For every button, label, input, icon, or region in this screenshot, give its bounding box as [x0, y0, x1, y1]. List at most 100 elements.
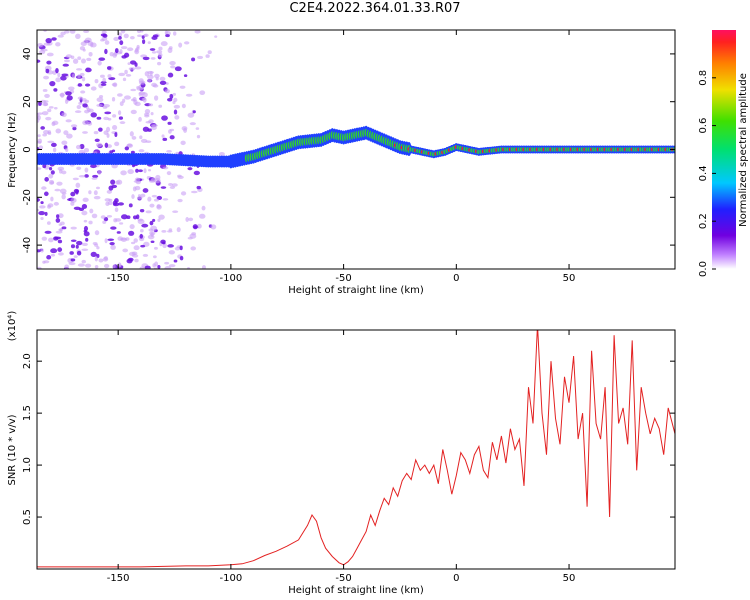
spectral-blob — [180, 140, 186, 146]
spectral-blob — [151, 51, 157, 54]
x-tick-label: -100 — [220, 573, 243, 584]
colorbar-tick-label: 0.6 — [698, 118, 709, 134]
spectral-blob — [168, 129, 172, 134]
spectral-blob — [37, 134, 41, 138]
spectral-blob — [37, 59, 41, 63]
spectral-blob — [135, 168, 139, 173]
spectral-blob — [83, 39, 89, 44]
spectral-blob — [118, 116, 124, 120]
spectral-blob — [173, 259, 178, 263]
spectral-blob — [146, 78, 152, 82]
spectral-blob — [199, 90, 206, 96]
spectral-blob — [119, 222, 124, 225]
snr-y-label: SNR (10 * v/v) — [7, 414, 18, 485]
spectral-blob — [101, 30, 107, 34]
spectral-blob — [156, 50, 163, 54]
spectral-blob — [144, 71, 150, 77]
spectral-blob — [142, 56, 150, 61]
spectral-blob — [130, 109, 137, 115]
spectral-blob — [196, 134, 201, 139]
y-tick-label: 40 — [22, 48, 33, 61]
spectral-blob — [55, 42, 61, 47]
spectral-blob — [119, 101, 124, 107]
spectral-blob — [40, 201, 44, 205]
spectral-blob — [70, 201, 75, 206]
spectral-blob — [133, 99, 138, 105]
spectral-blob — [147, 168, 152, 172]
spectral-blob — [55, 77, 61, 83]
spectral-blob — [145, 140, 152, 144]
spectral-blob — [114, 207, 119, 213]
spectral-blob — [218, 151, 225, 156]
colorbar-label: Normalized spectral amplitude — [738, 73, 749, 227]
spectral-blob — [84, 167, 89, 173]
spectral-blob — [55, 217, 61, 223]
spectral-blob — [85, 67, 92, 73]
spectral-blob — [97, 169, 101, 175]
snr-y-ticks: 0.5 1.0 1.5 2.0 — [22, 353, 675, 525]
spectrogram-x-label: Height of straight line (km) — [288, 285, 424, 296]
spectral-blob — [181, 103, 186, 109]
spectral-blob — [66, 133, 73, 139]
spectral-blob — [167, 72, 174, 78]
x-tick-label: 50 — [563, 273, 576, 284]
spectral-blob — [69, 251, 74, 255]
y-tick-label: -20 — [22, 189, 33, 205]
spectral-blob — [214, 35, 218, 38]
spectral-blob — [156, 195, 163, 200]
spectral-blob — [150, 57, 156, 60]
spectral-blob — [173, 109, 178, 115]
spectral-blob — [151, 124, 158, 128]
spectral-blob — [78, 101, 82, 105]
spectral-blob — [81, 242, 88, 247]
spectral-blob — [75, 182, 81, 188]
spectral-blob — [180, 191, 187, 196]
spectral-blob — [92, 174, 99, 178]
spectral-blob — [61, 170, 67, 175]
spectral-blob — [158, 104, 163, 108]
spectral-blob — [117, 32, 123, 37]
spectral-blob — [72, 126, 77, 131]
spectral-blob — [70, 258, 76, 262]
spectral-blob — [37, 113, 40, 118]
y-tick-label: 1.5 — [22, 405, 33, 421]
spectral-blob — [84, 263, 92, 268]
spectral-blob — [100, 215, 106, 219]
spectral-blob — [98, 258, 104, 263]
spectral-blob — [169, 61, 176, 66]
spectral-blob — [147, 128, 152, 132]
spectral-blob — [40, 126, 45, 130]
spectral-blob — [41, 236, 48, 241]
spectral-blob — [127, 257, 134, 262]
spectral-blob — [95, 186, 100, 190]
spectral-blob — [127, 47, 134, 52]
spectral-blob — [164, 266, 172, 269]
snr-panel: -150 -100 -50 0 50 0.5 1.0 1.5 2.0 Height of st… — [7, 311, 676, 596]
spectral-blob — [78, 175, 86, 178]
spectral-blob — [122, 248, 129, 253]
spectral-blob — [191, 57, 196, 62]
spectral-blob — [70, 244, 76, 249]
spectral-blob — [187, 112, 195, 118]
spectral-blob — [94, 138, 100, 143]
spectral-blob — [190, 190, 198, 194]
spectral-blob — [107, 74, 112, 79]
spectral-blob — [90, 112, 97, 118]
spectral-blob — [61, 73, 69, 77]
spectral-blob — [50, 196, 54, 202]
colorbar-tick-label: 0.0 — [698, 261, 709, 277]
spectral-blob — [82, 197, 89, 203]
spectral-blob — [53, 106, 58, 110]
spectral-blob — [61, 226, 67, 230]
spectral-blob — [138, 116, 142, 122]
spectral-blob — [72, 58, 79, 64]
spectral-blob — [57, 34, 64, 38]
spectral-blob — [68, 86, 75, 91]
spectral-blob — [171, 183, 178, 187]
spectral-blob — [46, 60, 52, 65]
spectral-blob — [90, 251, 97, 258]
spectral-blob — [69, 30, 76, 34]
spectral-blob — [147, 74, 154, 80]
colorbar-tick-label: 0.8 — [698, 70, 709, 86]
